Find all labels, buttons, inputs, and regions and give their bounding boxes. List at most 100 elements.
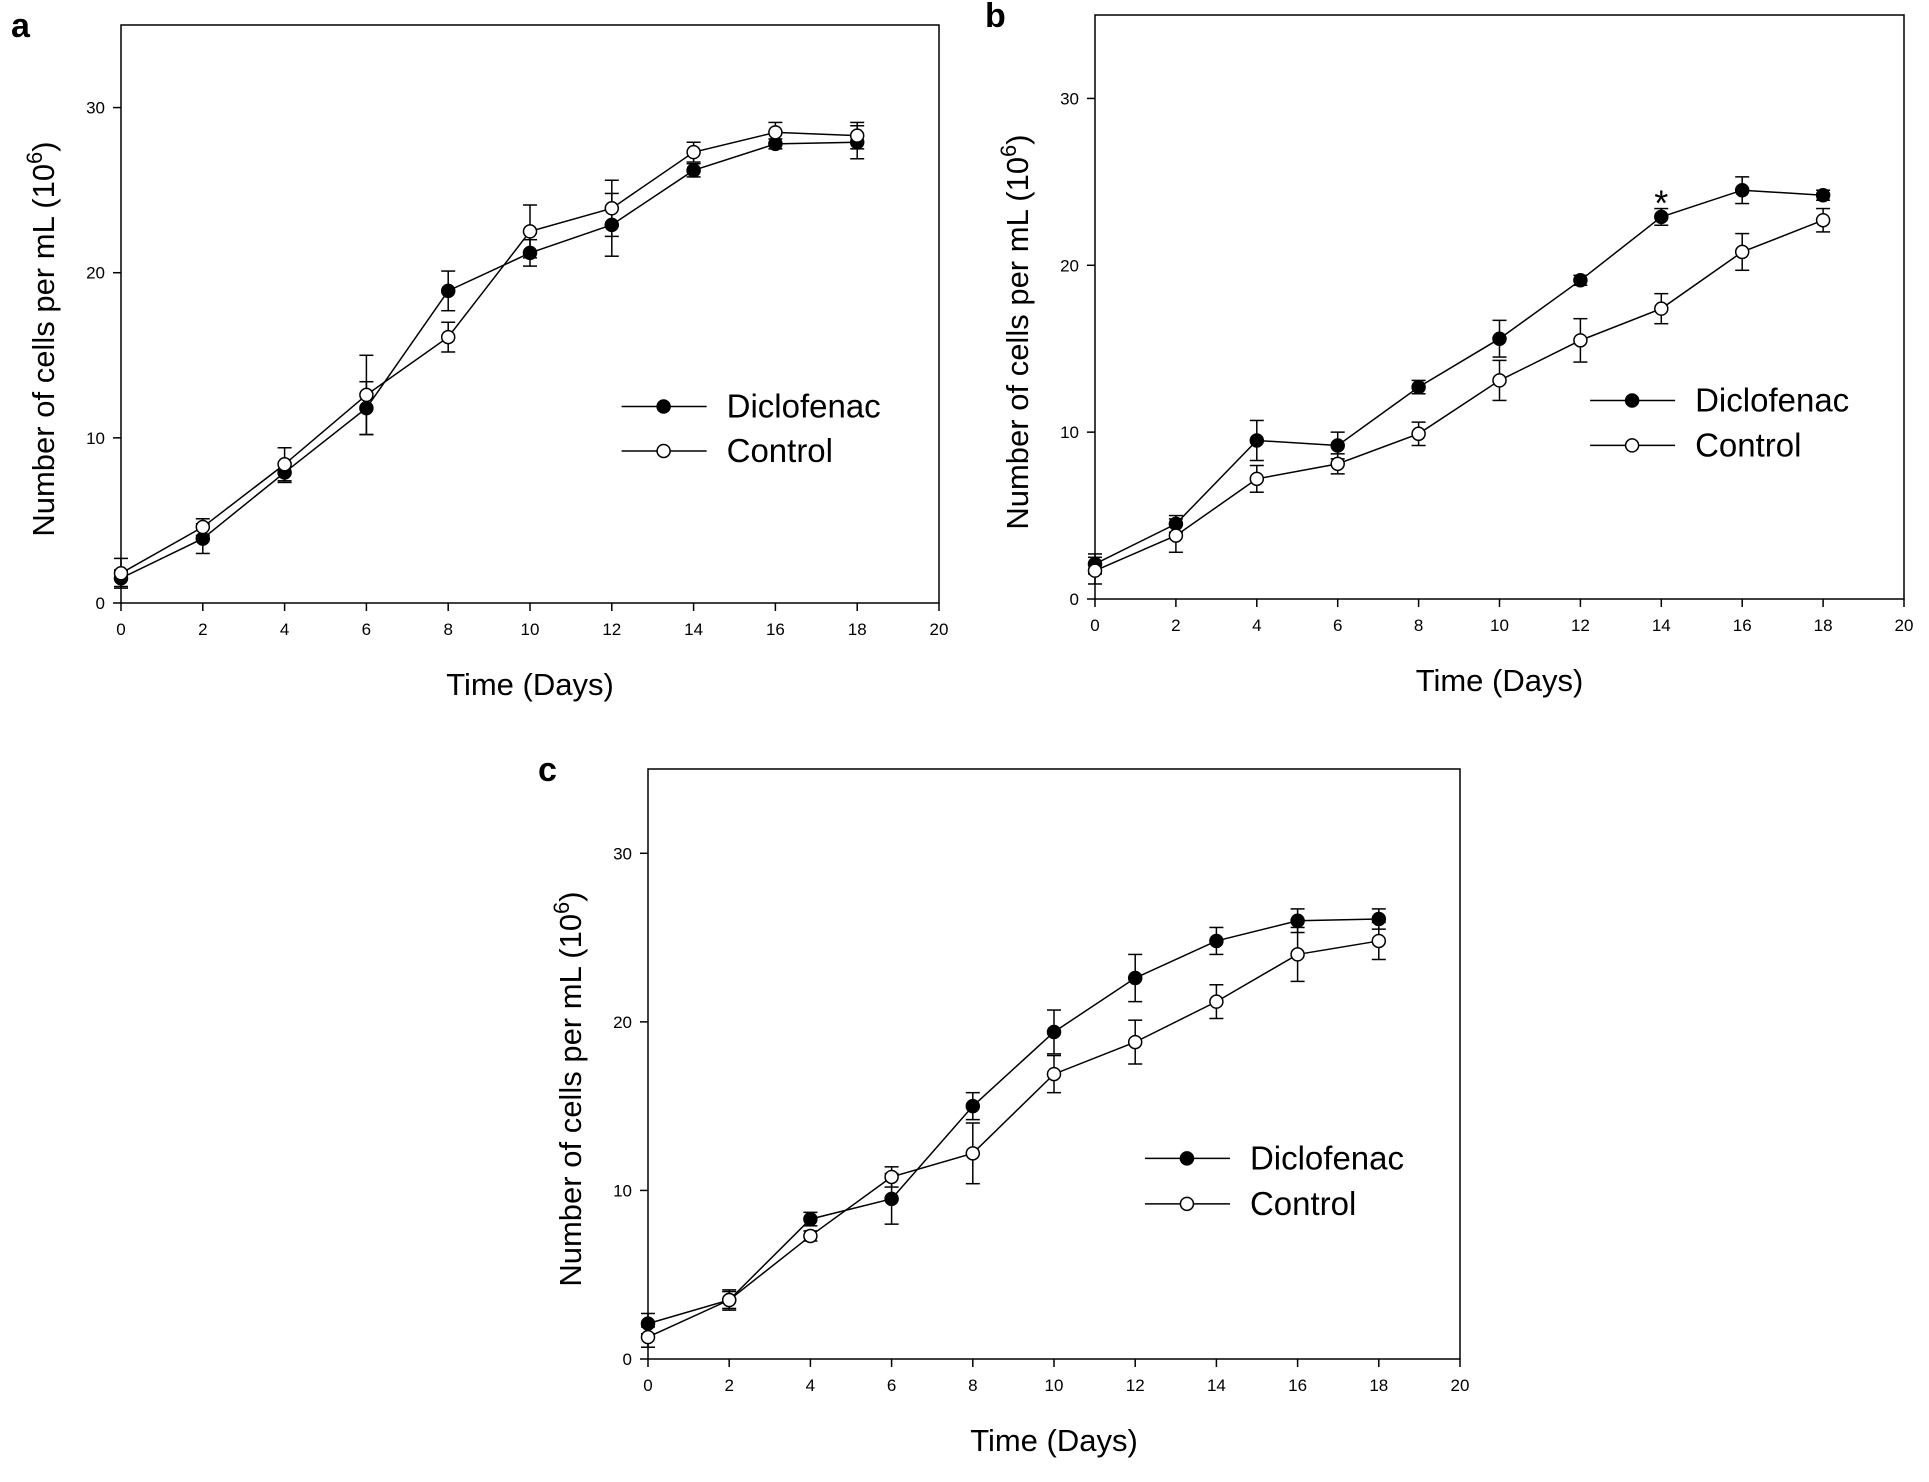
data-point-control [884,1169,899,1185]
data-point-diclofenac [1046,1024,1062,1040]
x-tick-label: 6 [887,1376,896,1395]
data-point-control [1209,994,1224,1009]
y-axis-label-close: ) [553,891,588,901]
legend-marker [656,399,671,414]
x-tick-label: 18 [848,620,867,639]
panel-label: a [11,7,31,45]
x-tick-label: 18 [1814,616,1833,635]
legend-item-control: Control [1144,1185,1356,1222]
x-tick-label: 18 [1369,1376,1388,1395]
chart-panel-c: c 0 2 4 6 8 10 12 14 16 18 20 0 10 20 30 Time (Days) Numb… [538,751,1469,1458]
data-point-control [1573,333,1588,348]
data-point-control [849,128,865,143]
x-tick-label: 20 [1451,1376,1470,1395]
x-tick-label: 4 [1252,616,1261,635]
x-tick-label: 2 [724,1376,733,1395]
y-axis-label: Number of cells per mL (106) [22,141,62,536]
y-axis-label-superscript: 6 [549,902,574,914]
data-point-diclofenac [884,1191,899,1207]
x-tick-label: 10 [1490,616,1509,635]
x-tick-label: 12 [1126,1376,1145,1395]
data-point-diclofenac [686,163,701,178]
data-point-diclofenac [1573,273,1588,288]
plot-frame [1094,14,1905,600]
legend-item-diclofenac: Diclofenac [1590,381,1849,418]
x-tick-label: 10 [1045,1376,1064,1395]
data-point-control [721,1292,737,1308]
y-tick-label: 0 [96,594,105,613]
y-tick-label: 20 [613,1013,632,1032]
y-tick-label: 30 [613,844,632,863]
data-point-control [803,1228,818,1244]
x-tick-label: 8 [443,620,452,639]
x-tick-label: 0 [116,620,125,639]
data-point-control [1411,426,1426,442]
x-tick-label: 16 [1733,616,1752,635]
y-tick-label: 20 [1060,256,1079,275]
data-point-diclofenac [1411,379,1426,395]
x-axis-label: Time (Days) [970,1423,1138,1458]
data-point-diclofenac [1734,182,1750,198]
data-point-diclofenac [1290,913,1305,928]
y-axis-label-superscript: 6 [996,145,1021,157]
y-tick-label: 30 [86,99,105,118]
y-tick-label: 10 [613,1181,632,1200]
data-point-diclofenac [1815,187,1831,203]
x-axis-label: Time (Days) [446,667,614,702]
legend-label: Control [1695,426,1801,463]
data-point-control [1330,456,1345,472]
legend-label: Control [727,432,833,469]
legend-item-diclofenac: Diclofenac [1144,1139,1404,1176]
series-line-control [120,131,858,574]
significance-asterisk: * [1654,183,1668,224]
legend-marker [1179,1196,1195,1212]
data-point-diclofenac [1330,438,1345,453]
y-tick-label: 20 [86,264,105,283]
data-point-diclofenac [440,283,456,299]
series-line-diclofenac [1094,189,1824,565]
data-point-diclofenac [965,1098,981,1114]
data-point-control [277,457,292,472]
data-point-control [1654,301,1669,316]
data-point-control [686,144,701,160]
data-point-control [359,387,374,403]
y-axis-label-superscript: 6 [22,152,47,164]
x-tick-label: 2 [1171,616,1180,635]
data-point-control [1168,528,1184,543]
legend-item-control: Control [1590,426,1801,463]
legend-marker [1179,1151,1195,1166]
data-point-control [1290,947,1305,962]
x-tick-label: 8 [1414,616,1423,635]
y-tick-label: 30 [1060,89,1079,108]
data-point-diclofenac [1249,433,1265,448]
data-point-control [1492,373,1507,388]
legend-label: Control [1250,1185,1356,1222]
data-point-diclofenac [1209,933,1224,949]
data-point-control [768,125,783,140]
plot-frame [120,24,940,604]
x-tick-label: 14 [684,620,703,639]
series-line-diclofenac [120,141,858,579]
x-tick-label: 8 [968,1376,977,1395]
data-point-control [113,566,129,581]
chart-panel-b: b 0 2 4 6 8 10 12 14 16 18 20 0 10 20 30 Time (Days) Numb… [985,0,1913,698]
legend-label: Diclofenac [1250,1139,1404,1176]
legend-item-control: Control [621,432,833,469]
y-tick-label: 10 [1060,423,1079,442]
data-point-control [604,201,620,216]
data-point-control [1371,933,1387,949]
data-point-control [1127,1034,1143,1050]
x-axis-label: Time (Days) [1416,663,1584,698]
data-point-control [1087,563,1103,578]
data-point-diclofenac [1492,331,1507,346]
y-tick-label: 0 [623,1350,632,1369]
panel-label: b [985,0,1006,35]
x-tick-label: 12 [602,620,621,639]
y-axis-label-close: ) [26,141,61,151]
series-line-control [647,940,1379,1338]
x-tick-label: 16 [1288,1376,1307,1395]
chart-panel-a: a 0 2 4 6 8 10 12 14 16 18 20 0 10 20 30 Time (Days) Numb… [11,7,948,702]
legend-marker [1624,393,1640,408]
legend-label: Diclofenac [1695,381,1849,418]
